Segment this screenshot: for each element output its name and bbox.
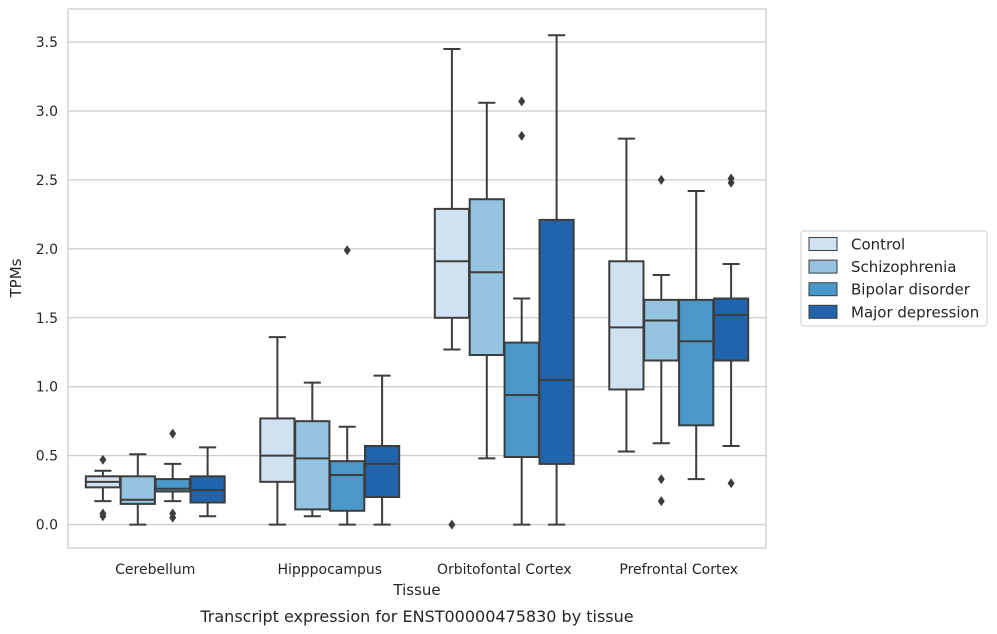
outlier-point bbox=[727, 478, 735, 489]
box-bipolar-disorder bbox=[329, 245, 366, 526]
box-major-depression bbox=[712, 173, 750, 489]
box-iqr bbox=[538, 218, 575, 465]
y-tick-label: 2.5 bbox=[36, 173, 58, 189]
legend: Control Schizophrenia Bipolar disorder Majo… bbox=[800, 230, 988, 327]
legend-swatch bbox=[808, 259, 838, 274]
box-schizophrenia bbox=[468, 101, 505, 460]
chart-caption: Transcript expression for ENST0000047583… bbox=[199, 607, 633, 626]
legend-swatch bbox=[808, 282, 838, 297]
legend-swatch bbox=[808, 304, 838, 319]
x-tick-label: Hipppocampus bbox=[277, 562, 382, 578]
legend-swatch bbox=[808, 237, 838, 251]
x-tick-label: Cerebellum bbox=[115, 562, 195, 578]
box-major-depression bbox=[189, 446, 226, 518]
y-axis-label: TPMs bbox=[7, 258, 25, 298]
legend-frame bbox=[800, 230, 988, 327]
box-iqr bbox=[503, 341, 540, 459]
box-iqr bbox=[608, 260, 645, 391]
outlier-point bbox=[448, 519, 456, 530]
outlier-point bbox=[518, 96, 526, 107]
y-tick-label: 1.5 bbox=[36, 311, 58, 327]
box-control bbox=[608, 137, 645, 453]
outlier-point bbox=[169, 512, 177, 523]
box-iqr bbox=[433, 207, 471, 319]
box-schizophrenia bbox=[119, 453, 156, 526]
outlier-point bbox=[657, 496, 665, 507]
box-control bbox=[259, 336, 296, 526]
outlier-point bbox=[343, 245, 351, 256]
box-schizophrenia bbox=[294, 381, 331, 518]
plot-area-frame bbox=[67, 8, 767, 549]
box-iqr bbox=[363, 444, 401, 498]
y-tick-label: 3.0 bbox=[36, 104, 58, 120]
y-tick-labels: 0.0 0.5 1.0 1.5 2.0 2.5 3.0 3.5 bbox=[36, 35, 58, 533]
outlier-point bbox=[518, 130, 526, 141]
y-tick-label: 0.5 bbox=[36, 449, 58, 465]
legend-label: Schizophrenia bbox=[851, 258, 956, 276]
y-tick-label: 0.0 bbox=[36, 518, 58, 534]
outlier-point bbox=[657, 174, 665, 185]
box-iqr bbox=[294, 420, 331, 511]
box-major-depression bbox=[538, 34, 575, 526]
box-bipolar-disorder bbox=[154, 428, 191, 523]
x-tick-label: Prefrontal Cortex bbox=[619, 562, 738, 578]
box-series bbox=[84, 34, 750, 530]
y-tick-label: 2.0 bbox=[36, 242, 58, 258]
outlier-point bbox=[99, 511, 107, 522]
legend-label: Major depression bbox=[851, 303, 979, 321]
box-iqr bbox=[643, 298, 680, 362]
x-tick-label: Orbitofontal Cortex bbox=[437, 562, 572, 578]
box-control bbox=[433, 47, 471, 530]
box-schizophrenia bbox=[643, 174, 680, 507]
outlier-point bbox=[657, 474, 665, 485]
x-axis-label: Tissue bbox=[392, 581, 440, 599]
y-gridlines bbox=[68, 41, 766, 526]
outlier-point bbox=[99, 454, 107, 465]
outlier-point bbox=[169, 428, 177, 439]
box-iqr bbox=[678, 298, 715, 427]
box-major-depression bbox=[363, 374, 401, 526]
y-tick-label: 1.0 bbox=[36, 380, 58, 396]
x-tick-labels: Cerebellum Hipppocampus Orbitofontal Corte… bbox=[115, 562, 738, 578]
box-iqr bbox=[712, 297, 750, 362]
box-control bbox=[84, 454, 122, 522]
box-iqr bbox=[468, 198, 505, 357]
box-bipolar-disorder bbox=[678, 189, 715, 481]
legend-label: Bipolar disorder bbox=[851, 281, 971, 299]
box-bipolar-disorder bbox=[503, 96, 540, 526]
box-iqr bbox=[259, 417, 296, 483]
legend-label: Control bbox=[851, 236, 905, 254]
box-iqr bbox=[329, 460, 366, 512]
outlier-point bbox=[727, 177, 735, 188]
y-tick-label: 3.5 bbox=[36, 35, 58, 51]
